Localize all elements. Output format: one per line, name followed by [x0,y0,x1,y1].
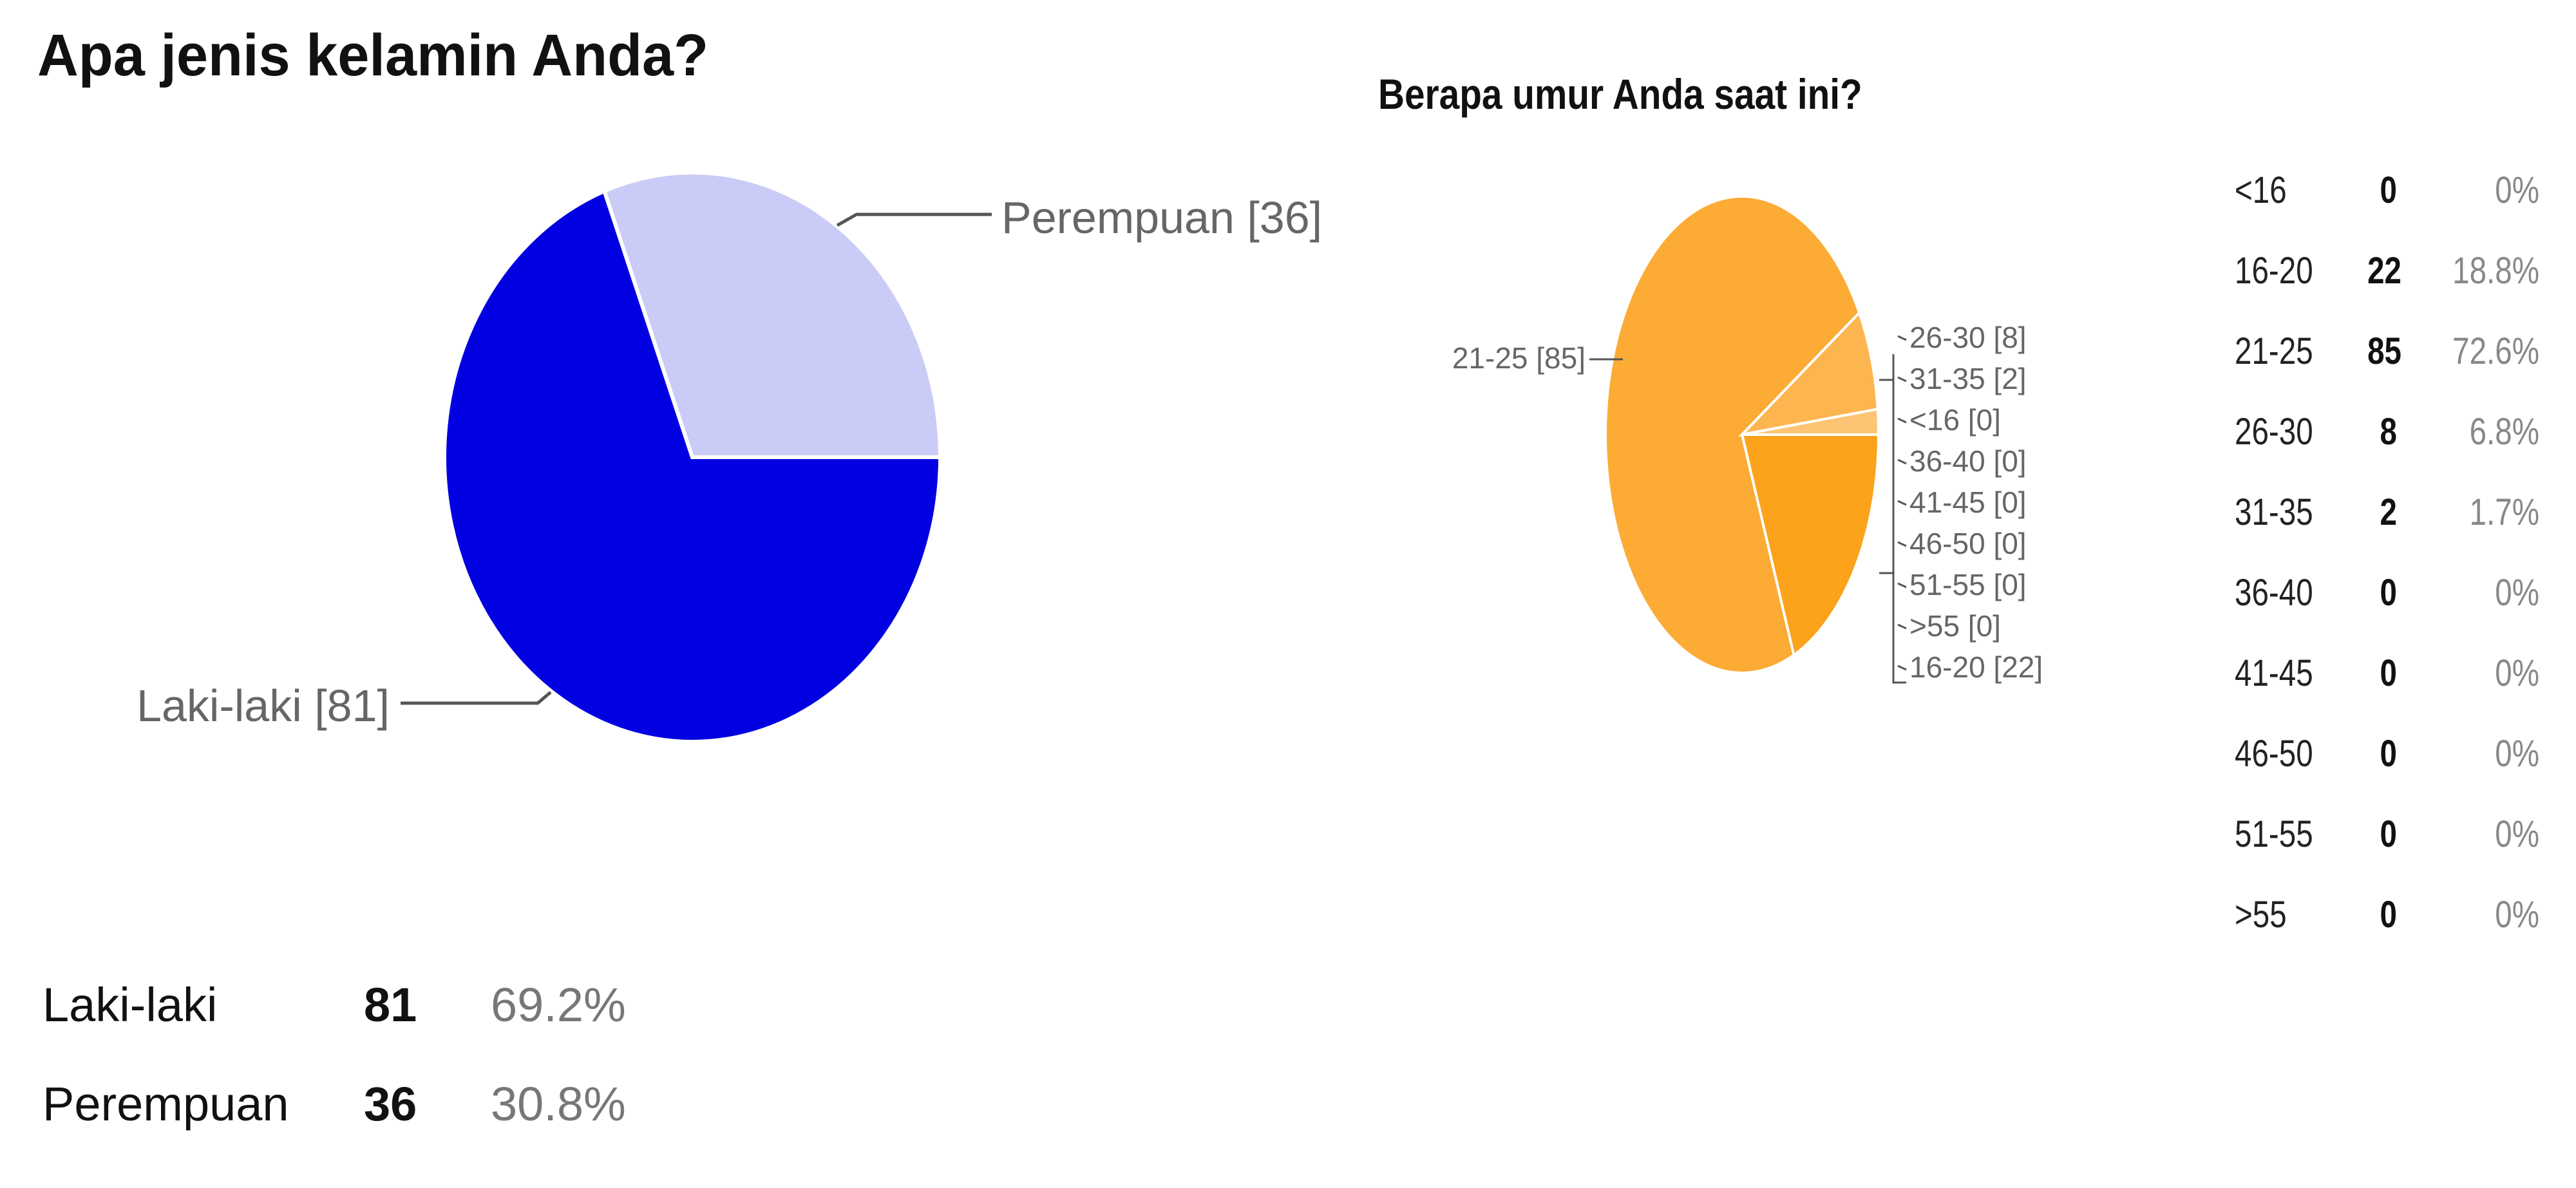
gender-count: 36 [364,1077,417,1131]
leader-line-16-20 [1897,665,1907,671]
age-percent: 0% [2495,572,2539,614]
slice-label-46-50: 46-50 [0] [1909,527,2027,560]
slice-label-16-20: 16-20 [22] [1909,650,2043,684]
age-category: 36-40 [2235,572,2313,614]
age-percent: 1.7% [2469,491,2539,533]
age-chart-title: Berapa umur Anda saat ini? [1378,70,1862,118]
slice-label-perempuan: Perempuan [36] [1001,193,1322,243]
slice-label-31-35: 31-35 [2] [1909,362,2027,395]
leader-line-31-35 [1897,376,1907,382]
age-count: 0 [2380,652,2397,694]
leader-line-46-50 [1897,541,1907,547]
age-category: 21-25 [2235,330,2313,372]
leader-line->55 [1897,623,1907,630]
gender-summary-row: Perempuan 36 30.8% [0,1077,708,1154]
age-summary-row: 26-30 8 6.8% [2228,410,2563,475]
age-count: 8 [2380,411,2397,453]
age-summary-row: 36-40 0 0% [2228,571,2563,636]
age-count: 0 [2380,733,2397,775]
age-category: 26-30 [2235,411,2313,453]
age-percent: 6.8% [2469,411,2539,453]
gender-count: 81 [364,978,417,1032]
age-category: 46-50 [2235,733,2313,775]
age-count: 0 [2380,813,2397,855]
age-percent: 0% [2495,652,2539,694]
age-category: 41-45 [2235,652,2313,694]
age-percent: 72.6% [2452,330,2539,372]
pie-slice-perempuan [601,171,943,459]
age-summary-row: 31-35 2 1.7% [2228,491,2563,555]
gender-percent: 30.8% [491,1077,626,1131]
gender-percent: 69.2% [491,978,626,1032]
age-percent: 0% [2495,169,2539,211]
age-count: 22 [2367,250,2401,292]
age-count: 2 [2380,491,2397,533]
age-percent: 0% [2495,894,2539,936]
age-count: 0 [2380,894,2397,936]
age-count: 85 [2367,330,2401,372]
leader-line-perempuan [836,212,992,227]
slice-label-laki-laki: Laki-laki [81] [137,681,390,731]
age-summary-row: 16-20 22 18.8% [2228,249,2563,314]
leader-line-laki-laki [401,691,552,705]
age-percent: 18.8% [2452,250,2539,292]
slice-label-<16: <16 [0] [1909,403,2001,437]
slice-label-41-45: 41-45 [0] [1909,486,2027,519]
age-summary-row: 46-50 0 0% [2228,732,2563,797]
age-category: 31-35 [2235,491,2313,533]
age-pie-chart: 21-25 [85] 26-30 [8] 31-35 [2] <16 [0] 36-40… [1452,195,2043,684]
leader-line-36-40 [1897,458,1907,465]
leader-line-41-45 [1897,500,1907,506]
pie-slice-laki-laki [442,188,943,744]
pie-slice-31-35 [1741,407,1880,436]
age-percent: 0% [2495,733,2539,775]
age-category: 51-55 [2235,813,2313,855]
slice-label-26-30: 26-30 [8] [1909,321,2027,354]
age-summary-row: <16 0 0% [2228,169,2563,233]
gender-category: Perempuan [43,1077,289,1131]
age-summary-row: 51-55 0 0% [2228,813,2563,877]
age-summary-row: 21-25 85 72.6% [2228,330,2563,394]
leader-line-16-20-connector [1879,572,1906,684]
age-count: 0 [2380,169,2397,211]
gender-pie-chart: Perempuan [36] Laki-laki [81] [137,171,1322,744]
slice-label-36-40: 36-40 [0] [1909,444,2027,478]
gender-category: Laki-laki [43,978,218,1032]
slice-label-21-25: 21-25 [85] [1452,341,1586,375]
leader-line-51-55 [1897,582,1907,589]
gender-summary-row: Laki-laki 81 69.2% [0,977,708,1055]
age-summary-row: 41-45 0 0% [2228,652,2563,716]
slice-label-51-55: 51-55 [0] [1909,568,2027,601]
age-category: <16 [2235,169,2287,211]
age-count: 0 [2380,572,2397,614]
age-percent: 0% [2495,813,2539,855]
gender-chart-title: Apa jenis kelamin Anda? [37,23,709,88]
leader-line-<16 [1897,417,1907,424]
age-category: >55 [2235,894,2287,936]
slice-label->55: >55 [0] [1909,609,2001,643]
pie-slice-26-30 [1738,310,1879,437]
age-category: 16-20 [2235,250,2313,292]
pie-slice-16-20 [1740,433,1880,657]
leader-line-26-30 [1897,335,1907,341]
age-summary-row: >55 0 0% [2228,893,2563,957]
